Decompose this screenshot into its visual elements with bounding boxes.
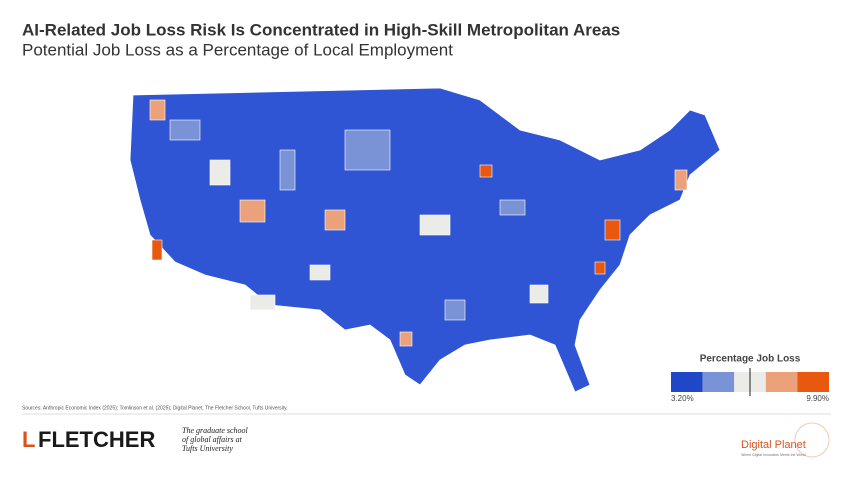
legend-swatch [702,372,735,392]
legend-max: 9.90% [806,394,829,403]
sources: Sources: Anthropic Economic Index (2025)… [22,405,288,411]
fletcher-tagline: The graduate school of global affairs at… [182,426,248,453]
legend-title: Percentage Job Loss [700,354,801,365]
fletcher-tagline-box: The graduate school of global affairs at… [182,426,248,453]
globe-icon [794,422,830,458]
title: AI-Related Job Loss Risk Is Concentrated… [22,20,620,39]
legend-min: 3.20% [671,394,694,403]
partner-logo: Digital Planet [741,439,806,451]
subtitle: Potential Job Loss as a Percentage of Lo… [22,40,453,59]
legend-swatch [765,372,798,392]
fletcher-mark: L [22,427,35,452]
region-patches [149,99,688,347]
legend [671,372,829,392]
fletcher-logo: FLETCHER [38,427,155,452]
partner-tagline: Where Digital Innovation Meets the World [741,453,806,457]
legend-swatch [797,372,829,392]
legend-swatch [671,372,703,392]
us-map [129,87,721,393]
